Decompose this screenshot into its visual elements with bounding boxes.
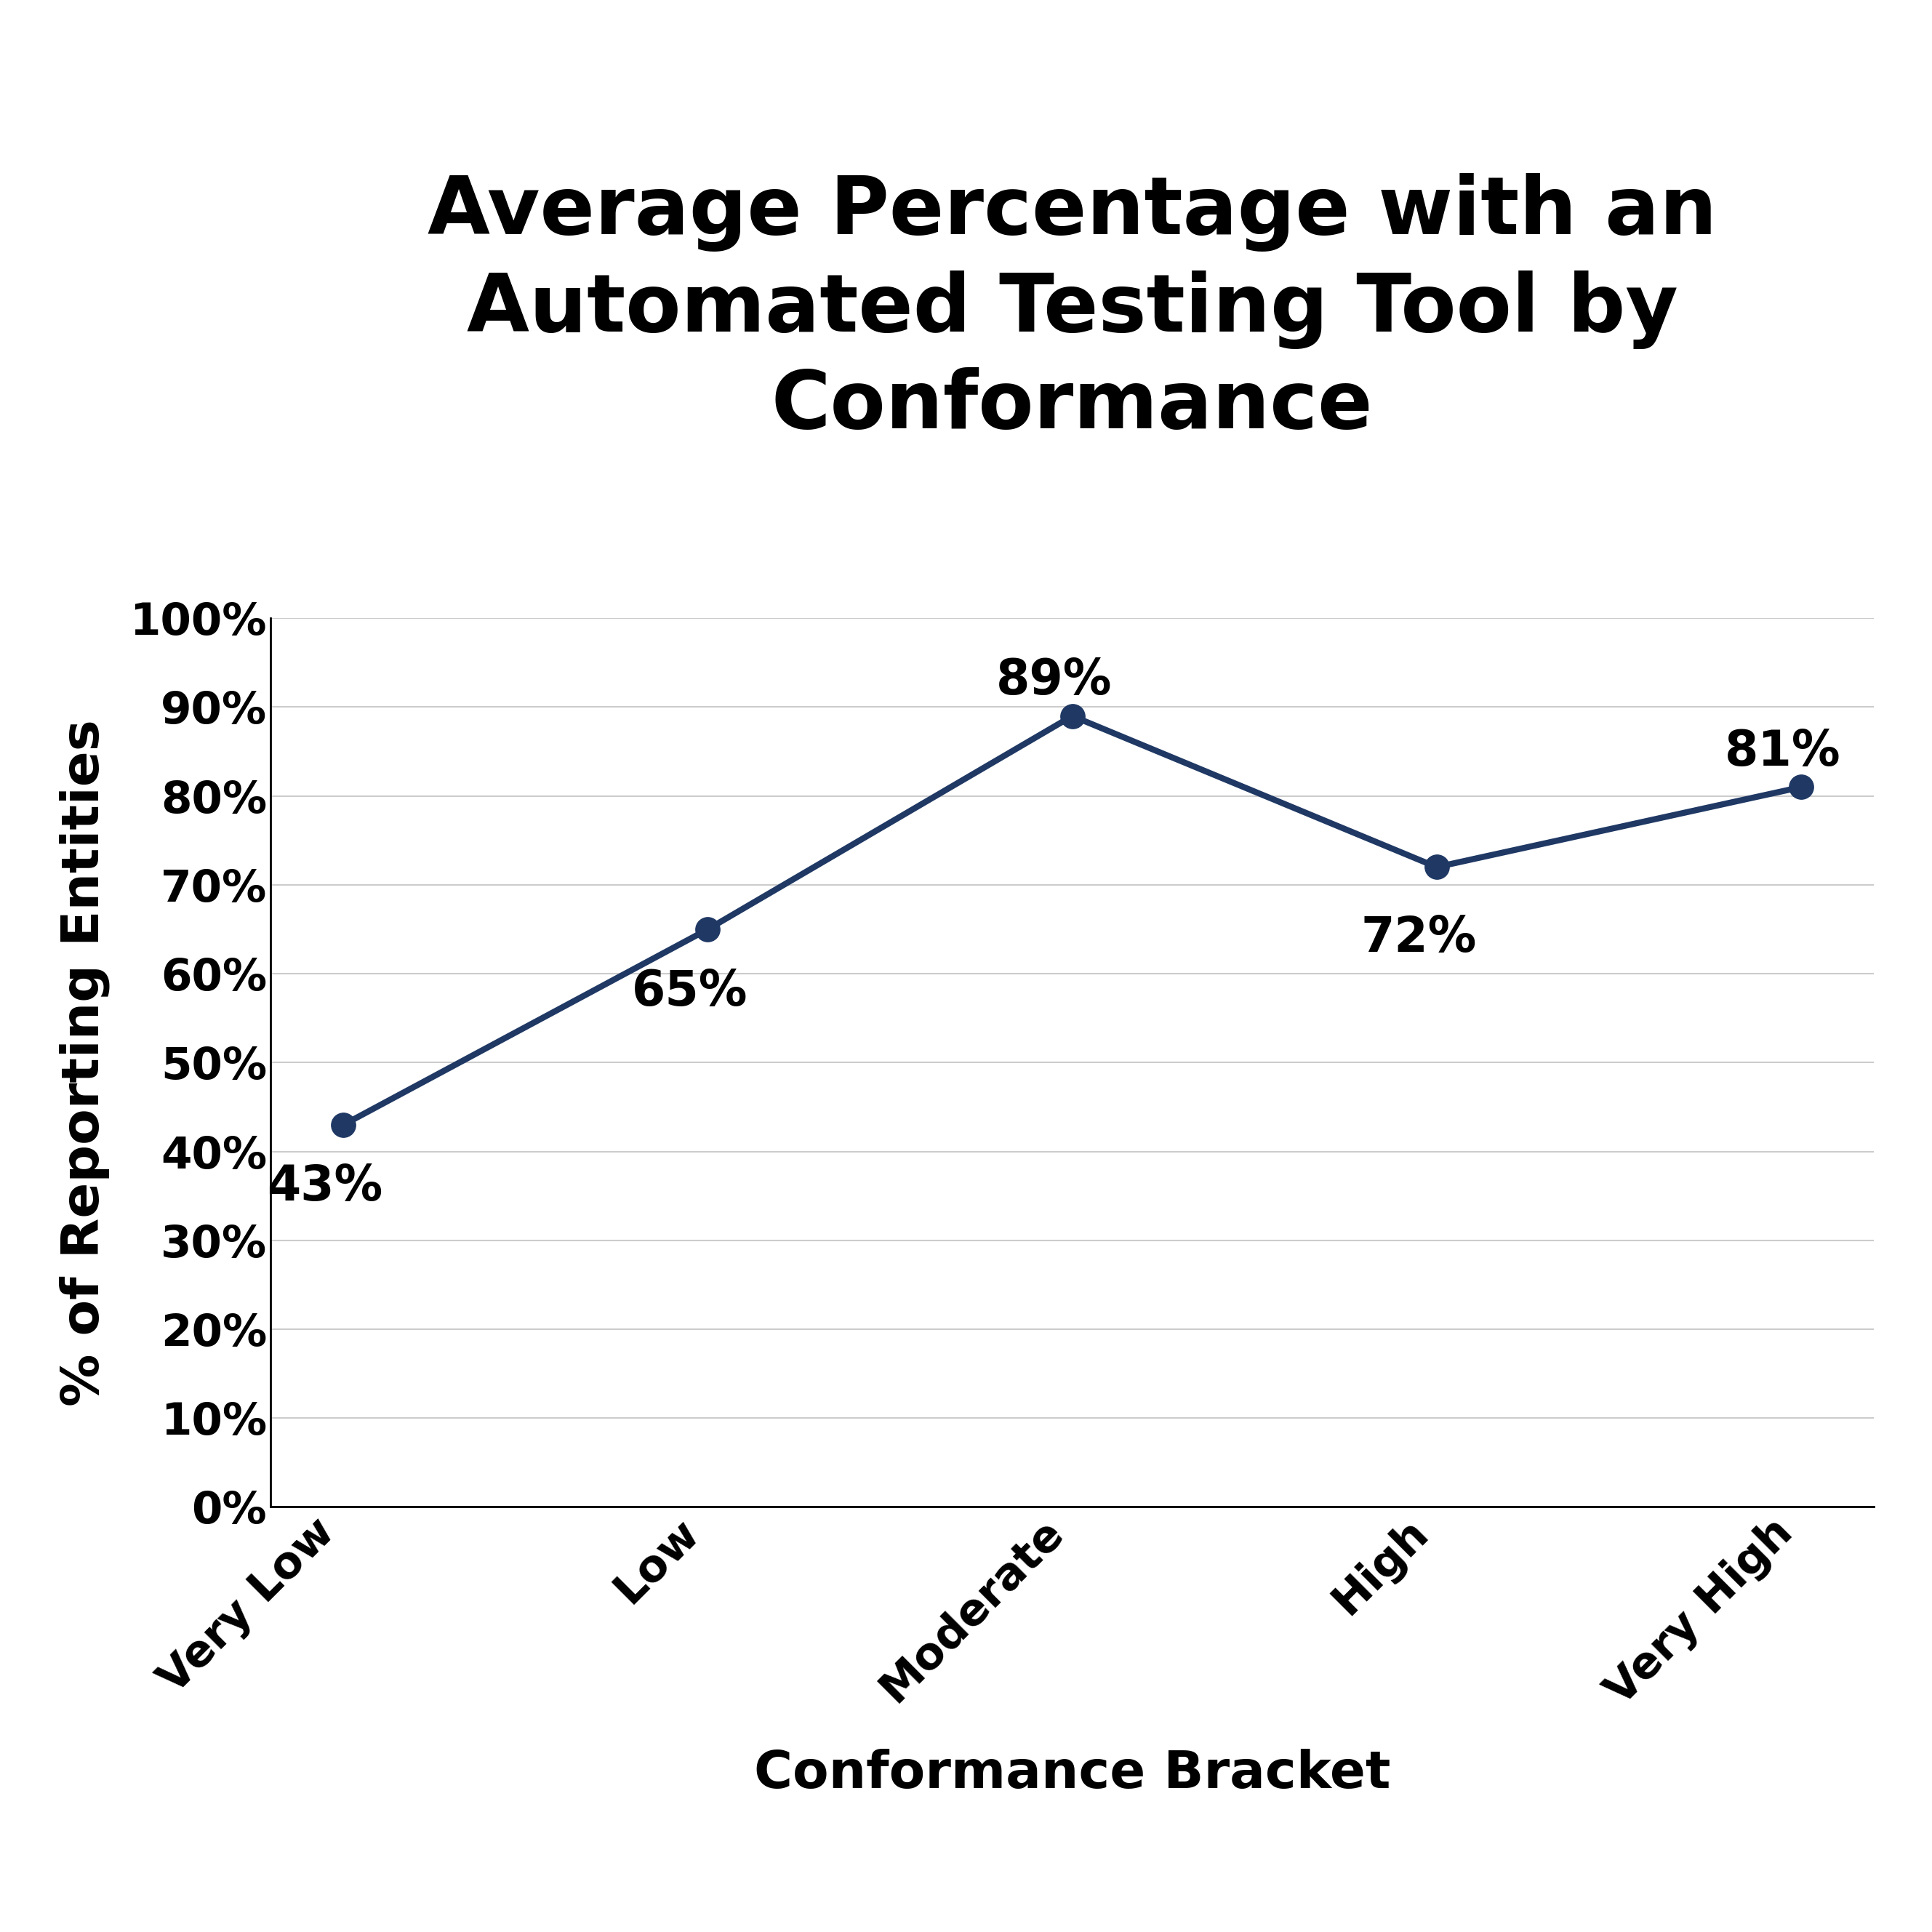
X-axis label: Conformance Bracket: Conformance Bracket bbox=[753, 1748, 1391, 1799]
Text: 89%: 89% bbox=[997, 657, 1113, 705]
Text: 65%: 65% bbox=[632, 968, 748, 1016]
Text: 43%: 43% bbox=[267, 1163, 383, 1211]
Text: 81%: 81% bbox=[1725, 728, 1841, 775]
Text: 72%: 72% bbox=[1360, 914, 1476, 962]
Text: Average Percentage with an
Automated Testing Tool by
Conformance: Average Percentage with an Automated Tes… bbox=[427, 174, 1718, 444]
Y-axis label: % of Reporting Entities: % of Reporting Entities bbox=[60, 719, 110, 1406]
